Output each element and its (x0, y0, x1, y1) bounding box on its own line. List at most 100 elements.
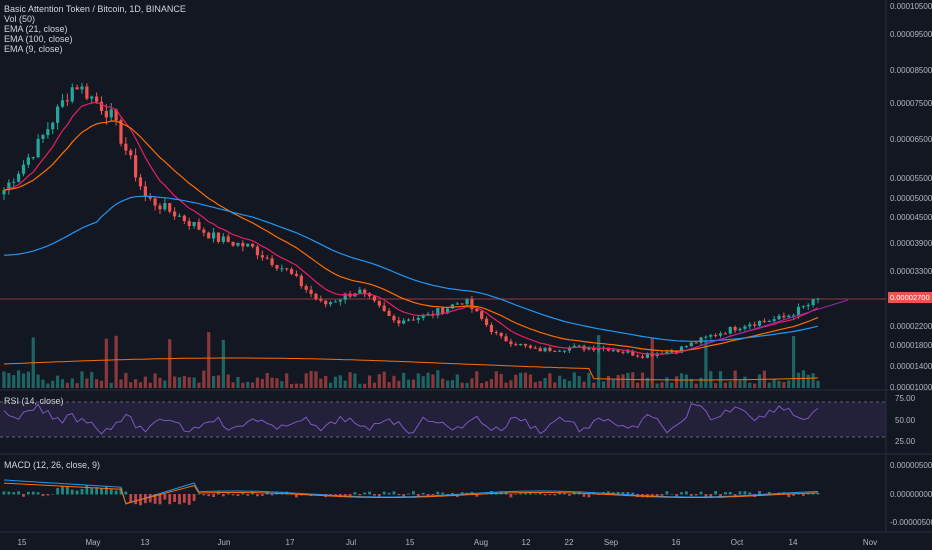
candle-body (616, 350, 620, 352)
volume-bar (260, 378, 264, 388)
volume-bar (265, 373, 269, 388)
macd-hist-bar (202, 494, 206, 496)
macd-hist-bar (670, 493, 674, 495)
macd-hist-bar (80, 488, 84, 495)
rsi-legend[interactable]: RSI (14, close) (4, 396, 64, 406)
macd-hist-bar (694, 494, 698, 496)
macd-hist-bar (2, 491, 6, 495)
volume-bar (475, 371, 479, 388)
price-axis: 0.00010500 0.00009500 0.00008500 0.00007500… (890, 2, 932, 392)
candle-body (484, 318, 489, 325)
candle-body (445, 308, 450, 314)
candle-body (12, 181, 16, 183)
macd-hist-bar (587, 494, 591, 498)
volume-bar (728, 381, 732, 388)
candle-body (328, 302, 333, 305)
vol-legend[interactable]: Vol (50) (4, 14, 36, 24)
macd-hist-bar (221, 494, 225, 497)
candle-body (85, 86, 89, 99)
volume-bar (319, 378, 323, 388)
candle-body (567, 347, 572, 351)
macd-hist-bar (256, 494, 259, 497)
candle-body (577, 345, 581, 347)
macd-hist-bar (407, 493, 410, 495)
ema9-legend[interactable]: EMA (9, close) (4, 44, 63, 54)
volume-bar (348, 372, 352, 388)
volume-bar (231, 382, 235, 388)
volume-bar (650, 337, 654, 388)
candle-body (782, 315, 786, 318)
macd-hist-bar (12, 492, 16, 495)
candle-body (718, 333, 723, 336)
candle-body (558, 350, 562, 352)
macd-hist-bar (382, 491, 386, 495)
symbol-title[interactable]: Basic Attention Token / Bitcoin, 1D, BIN… (4, 4, 186, 14)
macd-hist-bar (158, 494, 162, 505)
macd-hist-bar (163, 494, 167, 500)
volume-bar (806, 374, 810, 388)
candle-body (465, 299, 469, 305)
volume-bar (738, 380, 742, 388)
macd-legend[interactable]: MACD (12, 26, close, 9) (4, 460, 101, 470)
support-trendline[interactable] (679, 299, 849, 353)
time-tick-label: 12 (522, 538, 531, 547)
macd-hist-bar (650, 494, 654, 496)
candle-body (523, 343, 528, 346)
volume-bar (811, 373, 815, 388)
macd-tick-label: 0.00000000 (890, 490, 932, 499)
candle-body (260, 255, 264, 258)
candle-body (416, 317, 420, 320)
candle-body (99, 101, 104, 112)
candle-body (246, 243, 250, 247)
macd-hist-bar (631, 492, 635, 495)
volume-bar (626, 372, 630, 388)
ema100-legend[interactable]: EMA (100, close) (4, 34, 73, 44)
volume-bar (270, 377, 274, 388)
candle-body (265, 257, 269, 259)
volume-bar (431, 374, 435, 388)
candle-body (699, 337, 703, 343)
candle-body (236, 242, 240, 246)
macd-hist-bar (100, 488, 103, 495)
macd-hist-bar (675, 494, 679, 497)
macd-hist-bar (212, 494, 215, 498)
volume-bar (577, 375, 581, 388)
candle-body (153, 198, 157, 206)
macd-hist-bar (56, 488, 60, 495)
volume-bar (753, 383, 757, 388)
time-tick-label: 14 (789, 538, 798, 547)
macd-hist-bar (109, 489, 113, 495)
volume-bar (499, 373, 503, 388)
volume-bar (670, 382, 674, 388)
volume-bar (402, 372, 406, 388)
volume-bar (236, 377, 240, 388)
volume-bar (158, 377, 162, 388)
candle-body (187, 221, 191, 227)
macd-hist-bar (758, 491, 761, 495)
candle-body (801, 306, 805, 308)
candle-body (402, 320, 406, 324)
volume-bar (733, 370, 737, 388)
volume-bar (309, 370, 313, 388)
ema21-legend[interactable]: EMA (21, close) (4, 24, 68, 34)
volume-bar (792, 335, 796, 388)
candle-body (426, 313, 430, 316)
volume-bar (99, 380, 104, 388)
macd-hist-bar (182, 494, 186, 503)
time-tick-label: 15 (18, 538, 27, 547)
volume-bar (333, 376, 338, 388)
macd-hist-bar (621, 492, 625, 495)
volume-bar (202, 370, 206, 388)
macd-hist-bar (17, 491, 21, 495)
volume-bar (587, 372, 591, 388)
candle-body (177, 215, 182, 217)
volume-bar (314, 371, 318, 388)
candle-body (480, 311, 484, 319)
volume-bar (221, 339, 225, 388)
macd-hist-bar (548, 494, 552, 496)
volume-bar (494, 371, 498, 388)
volume-bar (90, 372, 94, 388)
candle-body (533, 347, 537, 349)
candle-body (95, 96, 99, 102)
